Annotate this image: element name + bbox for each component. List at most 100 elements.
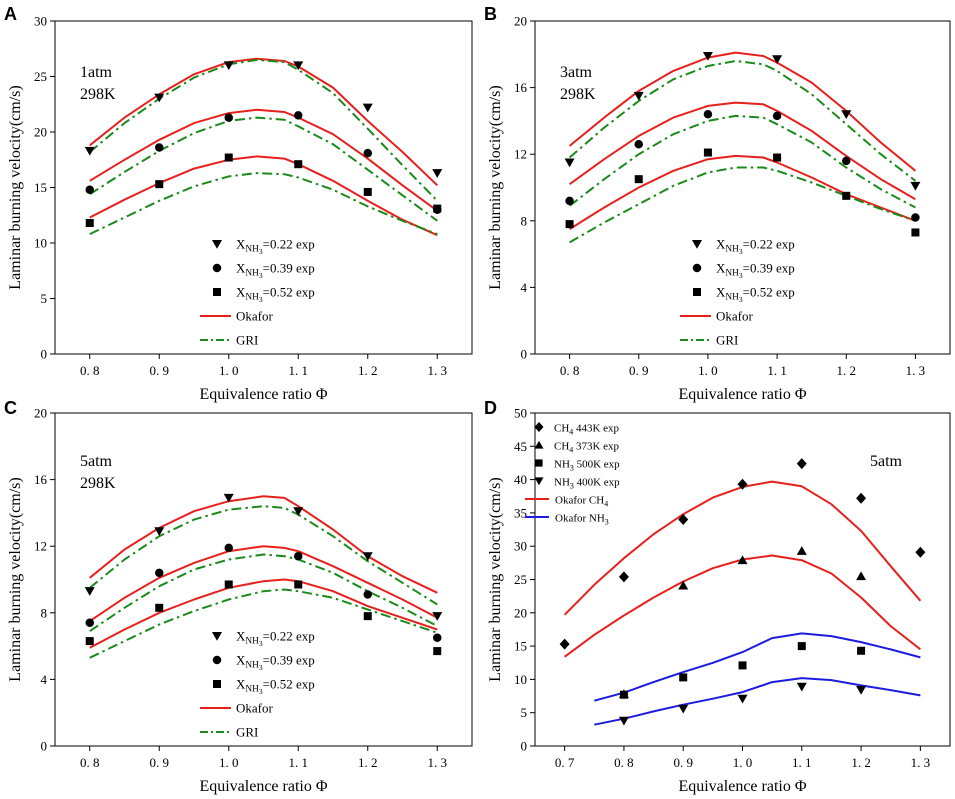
data-point: [796, 458, 807, 470]
legend-label: NH3 500K exp: [554, 459, 620, 473]
y-tick-label: 4: [41, 672, 48, 687]
legend-marker: [534, 477, 544, 486]
y-tick-label: 50: [514, 406, 527, 421]
data-point: [85, 618, 94, 628]
legend-marker: [693, 288, 701, 296]
condition-label: 298K: [80, 475, 116, 492]
data-point: [565, 196, 574, 206]
y-tick-label: 20: [34, 125, 47, 140]
data-point: [294, 580, 303, 589]
panel-d: D 0. 7 0. 8 0. 9 1. 0 1. 1 1. 2 1. 3 0 5 10 15 20 25 3…: [484, 398, 951, 795]
series-line: [89, 155, 438, 237]
legend-entry: XNH3=0.22 exp: [212, 629, 315, 648]
series-line: [89, 545, 438, 622]
y-tick-label: 12: [34, 539, 47, 554]
condition-label: 298K: [560, 86, 596, 103]
y-tick-label: 12: [514, 147, 527, 162]
legend-label: Okafor NH3: [555, 513, 609, 527]
series-line: [89, 495, 438, 594]
panel-letter: D: [484, 398, 497, 418]
legend-marker: [692, 240, 702, 249]
data-point: [634, 175, 643, 184]
y-tick-label: 20: [34, 406, 47, 421]
legend-entry: CH4 443K exp: [534, 422, 620, 437]
condition-label: 5atm: [870, 453, 903, 470]
y-tick-label: 30: [514, 539, 527, 554]
legend-label: XNH3=0.39 exp: [716, 261, 795, 281]
data-point: [856, 492, 867, 504]
data-point: [155, 568, 164, 578]
legend-entry: XNH3=0.22 exp: [692, 237, 795, 256]
data-point: [915, 546, 926, 558]
y-tick-label: 20: [514, 605, 527, 620]
data-point: [293, 507, 304, 516]
data-point: [432, 612, 443, 621]
y-tick-label: 0: [41, 739, 48, 754]
y-axis-label: Laminar burning velocity(cm/s): [487, 85, 504, 289]
y-tick-label: 25: [34, 69, 47, 84]
data-point: [634, 139, 643, 149]
y-axis-label: Laminar burning velocity(cm/s): [7, 85, 24, 289]
panel-b: B 0. 8 0. 9 1. 0 1. 1 1. 2 1. 3 0 4 8 12 16 20 Equiva…: [484, 4, 951, 403]
data-point: [841, 110, 852, 119]
legend-entry: GRI: [200, 333, 258, 348]
x-tick-label: 1. 1: [289, 755, 309, 770]
data-point: [842, 191, 851, 200]
legend-label: XNH3=0.22 exp: [236, 237, 315, 257]
x-tick-label: 0. 9: [629, 363, 649, 378]
legend-label: GRI: [236, 333, 258, 348]
data-point: [433, 633, 442, 643]
data-point: [84, 587, 95, 596]
data-point: [294, 160, 303, 169]
x-tick-label: 1. 3: [428, 363, 448, 378]
data-point: [155, 603, 164, 612]
series-line: [594, 677, 921, 726]
plot-frame: [54, 20, 473, 355]
legend-entry: NH3 400K exp: [534, 477, 620, 491]
y-tick-label: 8: [521, 213, 528, 228]
y-tick-label: 5: [521, 705, 528, 720]
x-tick-label: 1. 3: [428, 755, 448, 770]
legend-marker: [212, 632, 222, 641]
data-point: [773, 153, 782, 162]
x-tick-label: 1. 2: [358, 755, 378, 770]
legend-entry: Okafor: [200, 309, 273, 324]
legend-entry: XNH3=0.39 exp: [692, 261, 795, 281]
panel-a: A 0. 8 0. 9 1. 0 1. 1 1. 2 1. 3 0 5 10 15 20 25 30 Equ…: [4, 4, 473, 403]
data-point: [796, 682, 807, 692]
series-line: [568, 60, 917, 182]
x-tick-label: 0. 9: [150, 363, 170, 378]
series-line: [89, 108, 438, 212]
x-tick-label: 0. 8: [80, 755, 100, 770]
condition-label: 1atm: [80, 64, 113, 81]
legend-entry: XNH3=0.39 exp: [212, 261, 315, 280]
data-point: [224, 113, 233, 122]
condition-label: 3atm: [560, 64, 593, 81]
legend-marker: [212, 240, 222, 249]
series-line: [89, 588, 438, 659]
data-point: [911, 213, 920, 222]
data-point: [678, 580, 689, 590]
y-tick-label: 30: [34, 14, 47, 29]
legend-label: Okafor: [236, 701, 273, 716]
data-point: [559, 638, 570, 650]
data-point: [737, 694, 748, 704]
legend-marker: [692, 263, 702, 273]
data-point: [363, 148, 372, 158]
series-line: [89, 57, 438, 187]
y-tick-label: 20: [514, 14, 527, 29]
legend-label: Okafor: [236, 309, 273, 324]
y-tick-label: 15: [514, 639, 527, 654]
y-tick-label: 8: [41, 605, 48, 620]
x-axis-label: Equivalence ratio Φ: [199, 386, 327, 403]
x-tick-label: 0. 8: [80, 363, 100, 378]
legend-marker: [213, 288, 221, 296]
y-tick-label: 10: [34, 236, 47, 251]
y-tick-label: 0: [521, 347, 528, 362]
y-tick-label: 15: [34, 180, 47, 195]
legend-marker: [534, 422, 544, 432]
series-line: [569, 154, 916, 230]
legend-entry: GRI: [200, 725, 258, 740]
y-axis-label: Laminar burning velocity(cm/s): [487, 477, 504, 681]
data-point: [618, 571, 629, 583]
